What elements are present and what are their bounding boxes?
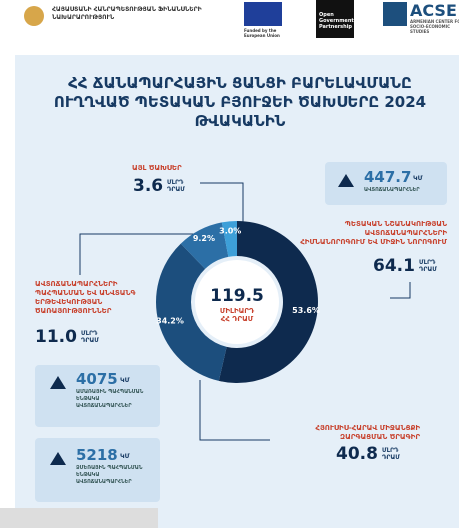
category-label: ՀՅՈՒՍԻՍ-ՀԱՐԱՎ ՄԻՋԱՆՑՔԻ ԶԱՐԳԱՑՄԱՆ ԾՐԱԳԻՐ — [315, 424, 420, 441]
category-label: ԱՎՏՈՃԱՆԱՊԱՐՀՆԵՐԻ ՊԱՀՊԱՆՄԱՆ ԵՎ ԱՆՎՏԱՆԳ ԵՐ… — [35, 280, 136, 315]
amount: 40.8 — [336, 444, 378, 464]
ministry-name: ՀԱՅԱՍՏԱՆԻ ՀԱՆՐԱՊԵՏՈՒԹՅԱՆ ՖԻՆԱՆՍՆԵՐԻ ՆԱԽԱ… — [52, 6, 202, 21]
slice — [156, 243, 227, 381]
ogp-text: Open Government Partnership — [319, 12, 354, 30]
acse-logo — [383, 2, 407, 26]
amount-unit: ԴՐԱՄ — [81, 337, 99, 344]
donut-hole — [195, 260, 279, 344]
stat-value: 5218 — [76, 446, 118, 464]
slice — [180, 222, 229, 269]
category-label: ՊԵՏԱԿԱՆ ՆՇԱՆԱԿՈՒԹՅԱՆ ԱՎՏՈՃԱՆԱՊԱՐՀՆԵՐԻ ՀԻ… — [300, 220, 447, 246]
slice-label: 3.0% — [219, 226, 241, 235]
center-unit: ՀՀ ԴՐԱՄ — [221, 315, 254, 323]
stat-unit: ԿՄ — [413, 174, 423, 182]
amount: 11.0 — [35, 327, 77, 347]
acse-name: ACSE — [410, 1, 457, 20]
slice — [221, 221, 237, 257]
slice-label: 53.6% — [292, 306, 320, 315]
coat-of-arms — [24, 6, 44, 26]
center-unit: ՄԻԼԻԱՐԴ — [220, 307, 255, 315]
chart-title: ՀՀ ՃԱՆԱՊԱՐՀԱՅԻՆ ՑԱՆՑԻ ԲԱՐԵԼԱՎՄԱՆԸ ՈՒՂՂՎԱ… — [53, 74, 427, 130]
stat-box — [35, 365, 160, 427]
stat-label: ԱՎՏՈՃԱՆԱՊԱՐՀՆԵՐ — [364, 187, 420, 193]
category-label: ԱՅԼ ԾԱԽՍԵՐ — [132, 164, 182, 172]
stat-value: 4075 — [76, 370, 118, 388]
center-value: 119.5 — [210, 286, 264, 306]
eu-text: Funded by the European Union — [244, 28, 280, 38]
road-icon — [50, 452, 66, 465]
amount: 64.1 — [373, 256, 415, 276]
slice-label: 34.2% — [156, 317, 184, 326]
stat-box — [35, 438, 160, 502]
amount-unit: ԴՐԱՄ — [382, 454, 400, 461]
road-icon — [338, 174, 354, 187]
connector — [199, 380, 270, 441]
stat-unit: ԿՄ — [120, 376, 130, 384]
amount: 3.6 — [133, 176, 164, 196]
overlay-bar — [0, 508, 158, 528]
connector — [390, 282, 411, 299]
amount-unit: ՄԼՐԴ — [382, 447, 399, 454]
amount-unit: ՄԼՐԴ — [81, 330, 98, 337]
connector — [79, 233, 210, 275]
connector — [200, 182, 244, 222]
acse-sub: ARMENIAN CENTER FOR SOCIO-ECONOMIC STUDI… — [410, 19, 459, 34]
slice — [218, 221, 318, 383]
stat-label: ՁՄԵՌԱՅԻՆ ՊԱՀՊԱՆՄԱՆ ԵՆԹԱԿԱ ԱՎՏՈՃԱՆԱՊԱՐՀՆԵ… — [76, 465, 143, 485]
slice-label: 9.2% — [193, 234, 215, 243]
ogp-logo: Open Government Partnership — [316, 0, 354, 38]
header: ՀԱՅԱՍՏԱՆԻ ՀԱՆՐԱՊԵՏՈՒԹՅԱՆ ՖԻՆԱՆՍՆԵՐԻ ՆԱԽԱ… — [0, 0, 459, 52]
amount-unit: ԴՐԱՄ — [167, 186, 185, 193]
amount-unit: ՄԼՐԴ — [419, 259, 436, 266]
road-icon — [50, 376, 66, 389]
amount-unit: ԴՐԱՄ — [419, 266, 437, 273]
stat-label: ԱՄԱՌԱՅԻՆ ՊԱՀՊԱՆՄԱՆ ԵՆԹԱԿԱ ԱՎՏՈՃԱՆԱՊԱՐՀՆԵ… — [76, 389, 144, 409]
eu-flag — [244, 2, 282, 26]
stat-value: 447.7 — [364, 168, 412, 186]
stat-unit: ԿՄ — [120, 452, 130, 460]
amount-unit: ՄԼՐԴ — [167, 179, 184, 186]
connectors — [79, 182, 411, 441]
